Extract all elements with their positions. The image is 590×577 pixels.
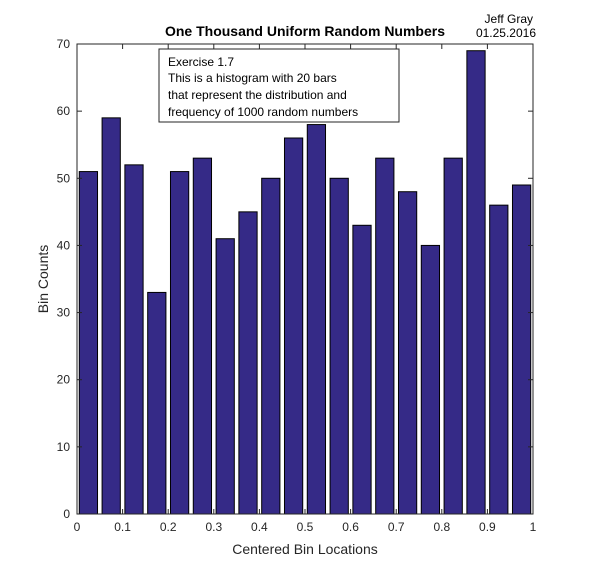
author-date: 01.25.2016 (476, 26, 536, 40)
annotation-line: Exercise 1.7 (168, 55, 234, 69)
histogram-bar (261, 177, 281, 515)
x-tick-label: 0.6 (342, 520, 359, 534)
x-axis-label: Centered Bin Locations (232, 541, 378, 557)
chart-title: One Thousand Uniform Random Numbers (165, 23, 445, 39)
histogram-bar (169, 171, 190, 515)
x-tick-label: 1 (530, 520, 537, 534)
x-tick-label: 0.3 (205, 520, 222, 534)
x-tick-label: 0.9 (479, 520, 496, 534)
histogram-bar (147, 291, 167, 515)
annotation-box: Exercise 1.7 This is a histogram with 20… (158, 48, 400, 123)
y-tick-label: 60 (57, 104, 71, 118)
x-tick-label: 0.4 (251, 520, 268, 534)
histogram-bar (192, 157, 213, 515)
x-tick-label: 0.7 (388, 520, 405, 534)
histogram-bar (306, 124, 327, 515)
histogram-bar (283, 137, 304, 515)
plot-area-frame (76, 43, 534, 515)
histogram-bar (466, 50, 486, 515)
author-name: Jeff Gray (485, 12, 533, 26)
histogram-bar (329, 177, 349, 515)
histogram-bar (352, 224, 372, 515)
histogram-bar (375, 157, 395, 515)
y-axis-ticks: 0 10 20 30 40 50 60 70 (57, 37, 533, 521)
y-tick-label: 10 (57, 440, 71, 454)
histogram-bar (420, 244, 441, 515)
histogram-bar (238, 211, 258, 515)
y-tick-label: 0 (63, 507, 70, 521)
histogram-bar (215, 238, 235, 515)
annotation-box-border (158, 48, 400, 123)
x-tick-label: 0.1 (114, 520, 131, 534)
histogram-bar (397, 191, 418, 515)
histogram-bar (101, 117, 121, 515)
histogram-bar (443, 157, 463, 515)
y-tick-label: 30 (57, 306, 71, 320)
histogram-bar (124, 164, 144, 515)
histogram-bar (78, 171, 99, 515)
y-tick-label: 20 (57, 373, 71, 387)
histogram-bar (489, 204, 509, 515)
histogram-bar (511, 184, 532, 515)
x-tick-label: 0.8 (433, 520, 450, 534)
annotation-line: This is a histogram with 20 bars (168, 71, 337, 85)
y-tick-label: 40 (57, 238, 71, 252)
bar-group (78, 50, 532, 515)
x-tick-label: 0.2 (160, 520, 177, 534)
x-tick-label: 0.5 (297, 520, 314, 534)
x-tick-label: 0 (74, 520, 81, 534)
y-tick-label: 70 (57, 37, 71, 51)
annotation-line: that represent the distribution and (168, 88, 347, 102)
annotation-line: frequency of 1000 random numbers (168, 105, 358, 119)
x-axis-ticks: 0 0.1 0.2 0.3 0.4 0.5 0.6 0.7 0.8 0.9 1 (74, 44, 537, 534)
y-axis-label: Bin Counts (35, 245, 51, 313)
y-tick-label: 50 (57, 171, 71, 185)
